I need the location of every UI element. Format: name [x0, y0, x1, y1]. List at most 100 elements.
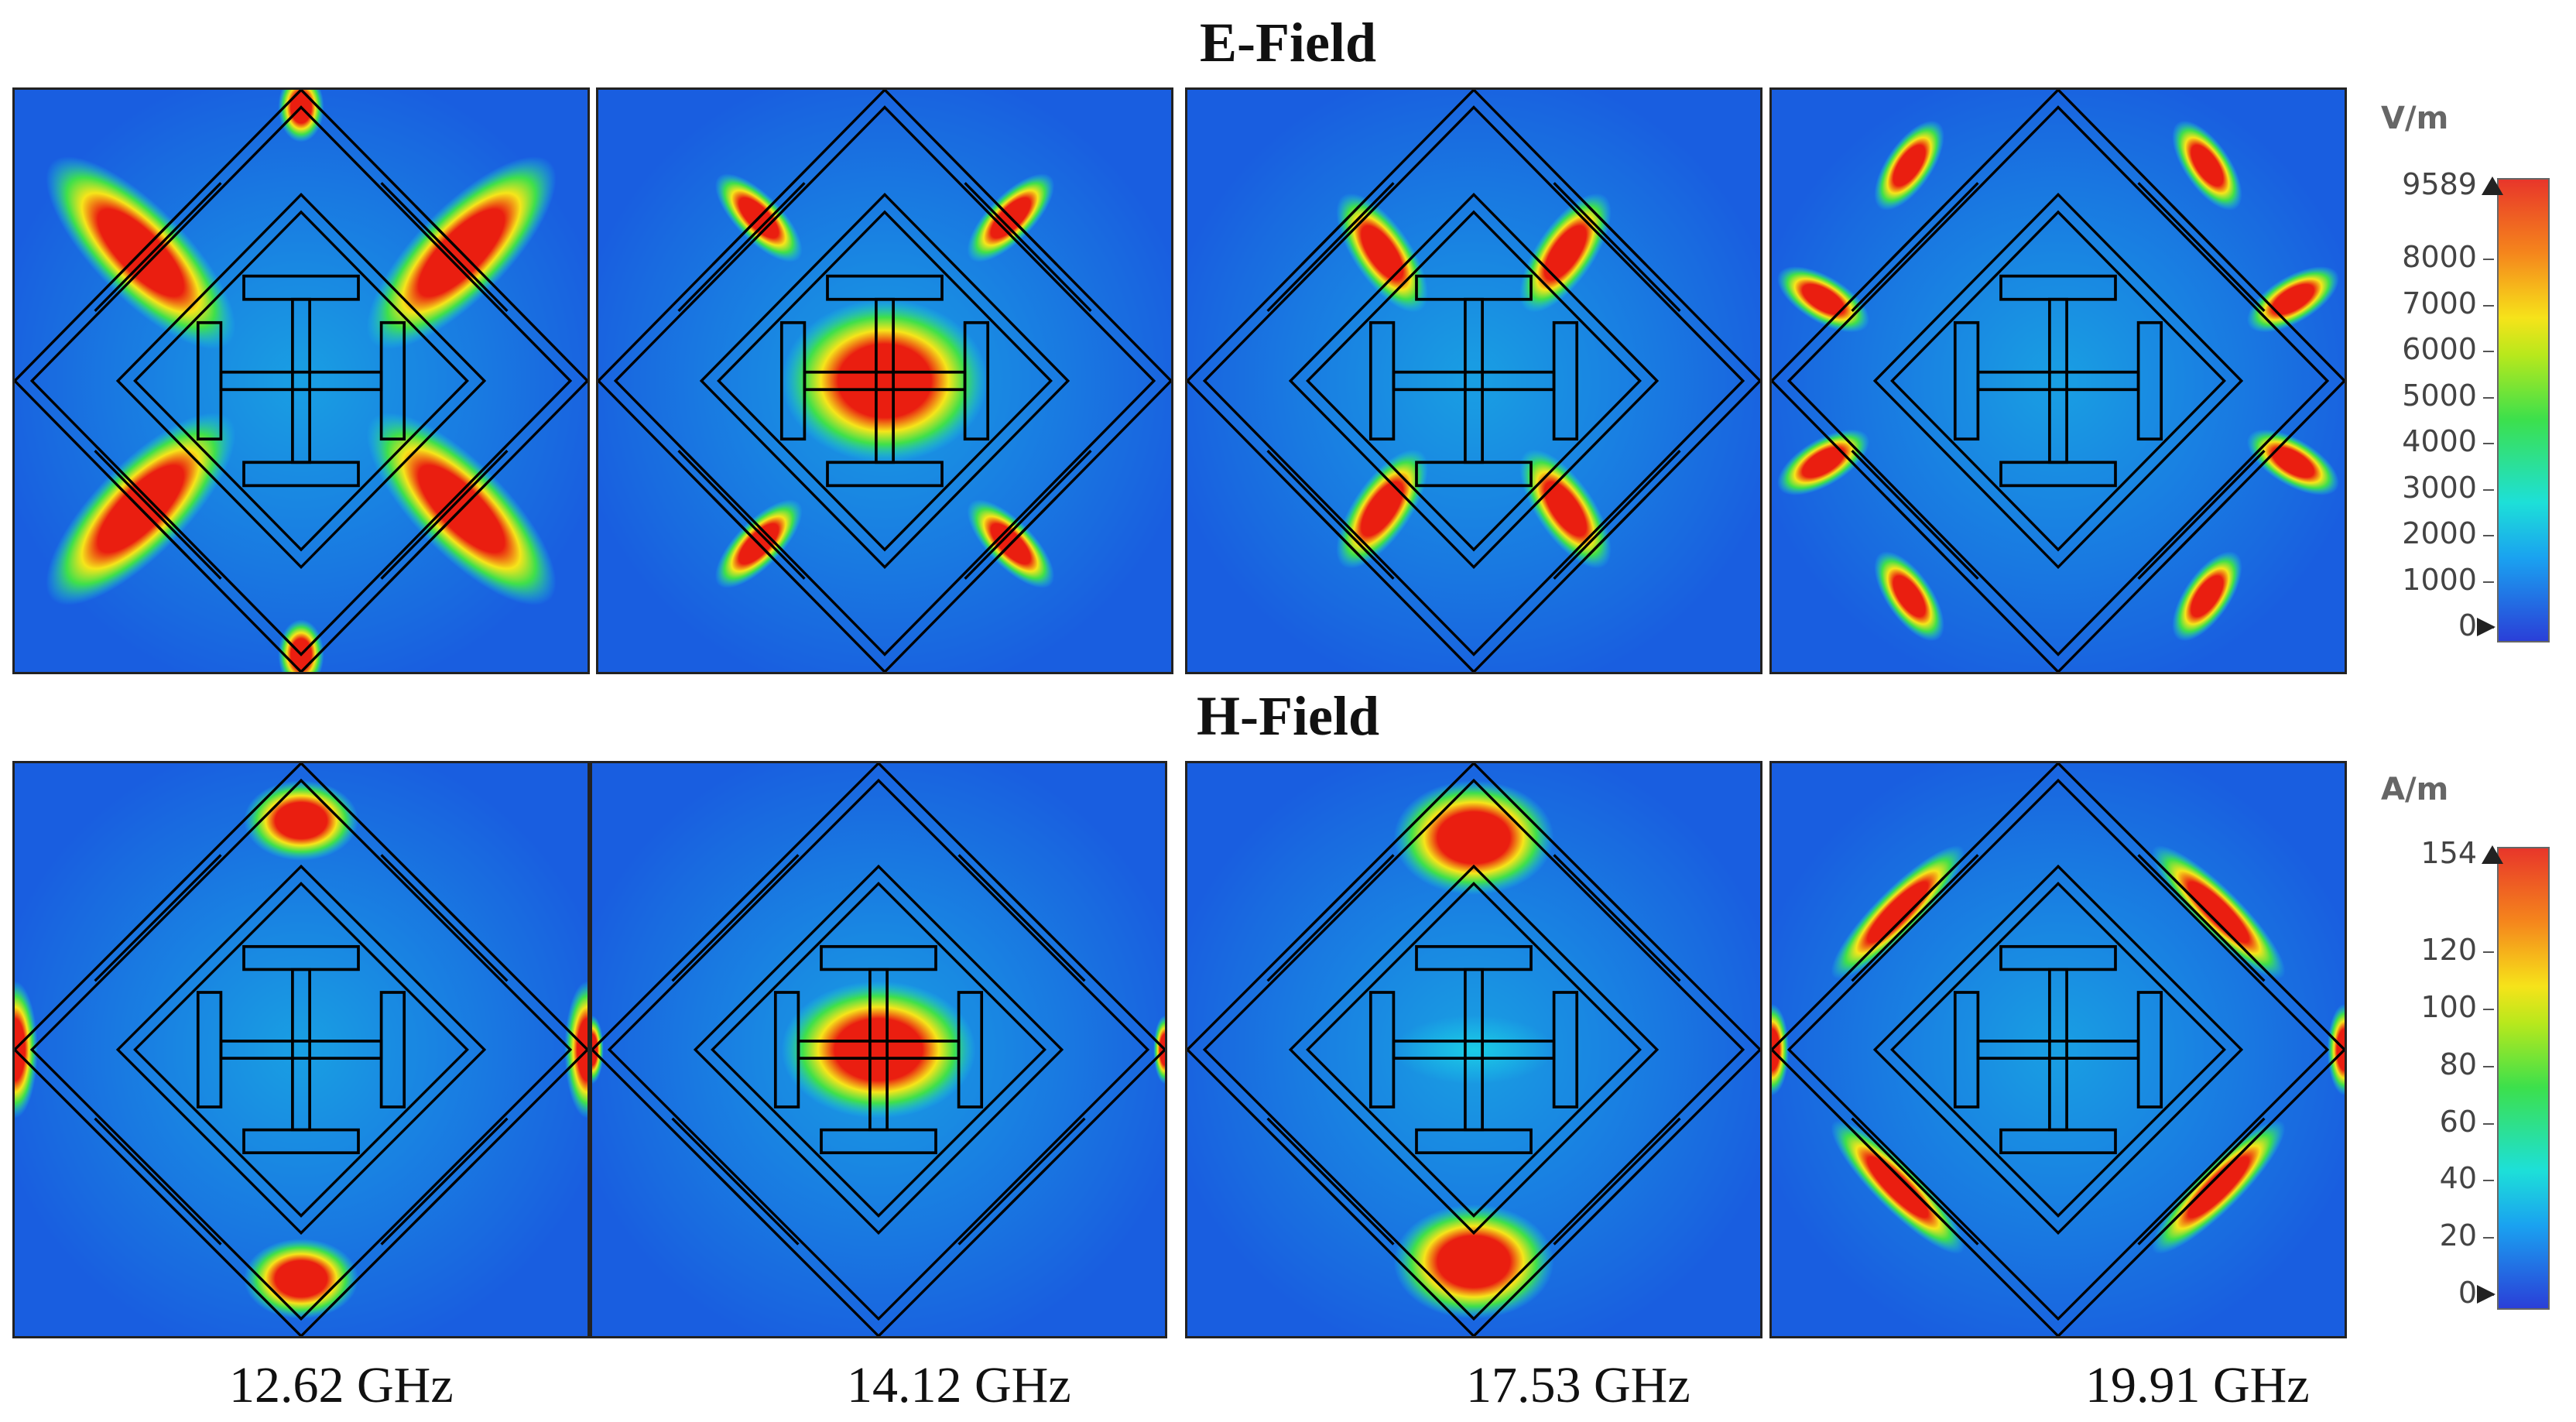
strip-line: [992, 876, 1052, 937]
strip-line: [957, 854, 1086, 982]
strip-line: [94, 1117, 222, 1246]
strip-line: [94, 182, 222, 312]
strip-line: [128, 1163, 188, 1223]
legend-tick-mark: [2483, 396, 2494, 399]
inner-ring-inner: [711, 882, 1046, 1218]
legend-tick-label: 100: [2420, 990, 2477, 1025]
strip-line: [1851, 854, 1979, 982]
legend-max-marker: [2482, 176, 2503, 195]
outer-ring-inner: [29, 105, 573, 656]
outer-ring-inner: [613, 105, 1156, 656]
strip-line: [380, 1117, 509, 1246]
strip-line: [380, 182, 509, 312]
cross-vertical: [291, 297, 311, 464]
field-hotspot: [1874, 120, 1944, 211]
field-glow: [1393, 1015, 1554, 1084]
legend-tick-label: 5000: [2402, 378, 2477, 413]
strip-line: [705, 1163, 766, 1223]
cross-horizontal: [1392, 1040, 1556, 1060]
field-hotspot: [781, 981, 976, 1119]
strip-line: [414, 1163, 474, 1223]
strip-line: [1553, 1117, 1681, 1246]
legend-tick-label: 3000: [2402, 470, 2477, 505]
inner-ring: [1288, 864, 1660, 1235]
field-map: [1187, 763, 1760, 1336]
strip-line: [992, 1163, 1052, 1223]
cross-vertical: [1464, 968, 1484, 1132]
outer-ring: [1772, 763, 2345, 1336]
outer-ring: [598, 90, 1171, 672]
field-hotspot: [2246, 429, 2339, 495]
legend-tick-mark: [2483, 488, 2494, 491]
inner-ring-inner: [1306, 882, 1642, 1218]
cross-vertical: [2048, 297, 2068, 464]
e-legend-colorbar: [2497, 178, 2550, 642]
legend-tick-label: 0: [2458, 1276, 2477, 1310]
strip-line: [2137, 182, 2266, 312]
inner-ring-inner: [717, 210, 1053, 552]
field-hotspot: [1393, 1204, 1554, 1319]
inner-ring: [1872, 192, 2244, 570]
legend-min-marker: [2477, 618, 2496, 636]
frequency-label-4: 19.91 GHz: [2085, 1357, 2310, 1413]
field-hotspot: [244, 780, 358, 861]
outer-ring: [15, 90, 587, 672]
legend-tick-mark: [2483, 351, 2494, 353]
legend-tick-mark: [2483, 1180, 2494, 1182]
legend-min-marker: [2477, 1285, 2496, 1304]
strip-line: [94, 450, 222, 580]
e-field-title: E-Field: [1200, 12, 1376, 74]
legend-tick-mark: [2483, 1237, 2494, 1239]
h-legend-colorbar: [2497, 847, 2550, 1310]
legend-max-label: 154: [2420, 836, 2477, 870]
legend-tick-label: 6000: [2402, 332, 2477, 367]
legend-tick-mark: [2483, 304, 2494, 307]
legend-tick-mark: [2483, 259, 2494, 261]
cross-vertical: [1464, 297, 1484, 464]
field-hotspot: [1874, 551, 1944, 642]
strip-line: [1553, 182, 1681, 312]
strip-line: [1266, 1117, 1395, 1246]
legend-tick-mark: [2483, 535, 2494, 537]
legend-tick-label: 60: [2439, 1104, 2477, 1139]
strip-line: [1266, 854, 1395, 982]
strip-line: [1553, 450, 1681, 580]
strip-line: [711, 496, 772, 557]
strip-line: [1300, 876, 1361, 937]
field-hotspot: [1153, 1015, 1165, 1084]
field-map: [1772, 763, 2345, 1336]
strip-line: [1587, 496, 1647, 557]
strip-line: [2137, 854, 2266, 982]
field-hotspot: [781, 299, 988, 463]
field-map: [1187, 90, 1760, 672]
cross-vertical: [2048, 968, 2068, 1132]
cross-horizontal: [219, 370, 383, 392]
strip-line: [380, 854, 509, 982]
field-shade: [1772, 763, 2345, 1336]
e-field-panel-2: [596, 87, 1173, 674]
strip-line: [1553, 854, 1681, 982]
legend-tick-mark: [2483, 1122, 2494, 1125]
inner-ring-inner: [133, 210, 469, 552]
field-hotspot: [2151, 1120, 2286, 1254]
outer-ring-inner: [1786, 105, 2330, 656]
strip-line: [1300, 496, 1361, 557]
legend-tick-label: 20: [2439, 1218, 2477, 1253]
outer-ring: [1187, 763, 1760, 1336]
strip-line: [2171, 205, 2232, 266]
field-hotspot: [2327, 1003, 2345, 1096]
legend-tick-label: 7000: [2402, 286, 2477, 320]
legend-tick-label: 2000: [2402, 516, 2477, 551]
strip-line: [711, 205, 772, 266]
field-hotspot: [2172, 551, 2242, 642]
legend-tick-label: 1000: [2402, 562, 2477, 597]
field-hotspot: [1772, 1003, 1790, 1096]
strip-line: [1885, 205, 1945, 266]
inner-ring: [115, 192, 487, 570]
field-hotspot: [2172, 120, 2242, 211]
strip-line: [1587, 205, 1647, 266]
legend-max-label: 9589: [2402, 167, 2477, 201]
outer-ring: [592, 763, 1165, 1336]
cross-horizontal: [219, 1040, 383, 1060]
field-hotspot: [592, 1015, 604, 1084]
